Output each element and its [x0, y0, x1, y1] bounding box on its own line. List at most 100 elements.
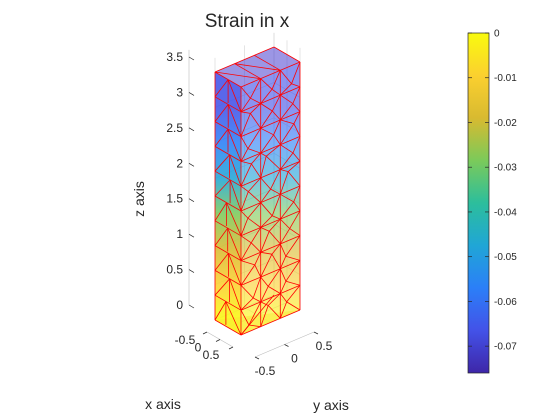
mesh-edge	[240, 264, 256, 286]
mesh-edge	[271, 94, 281, 112]
mesh-edge	[286, 284, 301, 303]
mesh-edge	[279, 103, 294, 121]
mesh-edge	[279, 228, 291, 245]
mesh-edge	[285, 255, 301, 261]
mesh-edge	[271, 70, 281, 90]
x-tick-label: -0.5	[175, 333, 196, 347]
mesh-edge	[214, 170, 242, 187]
mesh-edge	[292, 136, 301, 154]
mesh-edge	[251, 163, 262, 179]
mesh-edge	[270, 169, 281, 190]
mesh-edge	[260, 78, 273, 90]
z-tick	[188, 56, 195, 61]
mesh-edge	[285, 235, 301, 257]
mesh-edge	[254, 54, 281, 71]
y-tick-label: 0.5	[316, 339, 333, 353]
mesh-edge	[214, 154, 230, 172]
z-axis-label: z axis	[131, 181, 147, 217]
mesh-edge	[240, 284, 301, 311]
colorbar: 0 -0.01 -0.02 -0.03 -0.04 -0.05 -0.06 -0.07	[467, 29, 517, 374]
mesh-edge	[254, 264, 262, 278]
mesh-edge	[289, 210, 301, 229]
mesh-edge	[240, 86, 301, 113]
mesh-edge	[214, 270, 242, 286]
mesh-edge	[270, 188, 281, 195]
mesh-edge	[260, 251, 272, 255]
mesh-edge	[240, 185, 249, 192]
mesh-edge	[250, 97, 261, 104]
z-tick-label: 2	[176, 156, 183, 170]
colorbar-gradient	[467, 32, 490, 374]
mesh-edge	[240, 260, 255, 266]
mesh-edge	[260, 89, 273, 104]
mesh-edge	[214, 179, 231, 197]
colorbar-tick-label: -0.02	[494, 118, 517, 129]
mesh-edge	[260, 134, 274, 154]
mesh-edge	[240, 161, 252, 165]
mesh-edge	[240, 148, 249, 162]
mesh-edge	[289, 228, 301, 236]
mesh-edge	[260, 301, 269, 306]
mesh-edge	[279, 281, 287, 294]
mesh-edge	[292, 86, 301, 104]
mesh-edge	[229, 154, 242, 187]
mesh-edge	[271, 253, 281, 269]
mesh-edge	[260, 276, 269, 287]
x-tick	[228, 346, 234, 350]
x-tick-label: 0.5	[203, 348, 220, 362]
mesh-edge	[240, 309, 301, 336]
mesh-edge	[240, 136, 301, 162]
mesh-edge	[260, 305, 269, 327]
mesh-edge	[250, 242, 261, 253]
mesh-edge	[214, 128, 229, 147]
z-tick-label: 2.5	[166, 121, 183, 135]
mesh-edge	[248, 324, 261, 328]
z-tick-label: 3	[176, 85, 183, 99]
z-tick-label: 1	[176, 227, 183, 241]
mesh-edge	[214, 319, 242, 336]
mesh-edge	[248, 191, 261, 203]
mesh-edge	[285, 260, 301, 282]
z-tick-label: 3.5	[166, 50, 183, 64]
mesh-edge	[279, 171, 289, 195]
mesh-edge	[265, 144, 281, 157]
mesh-edge	[260, 202, 273, 217]
x-tick-label: 0	[195, 341, 202, 355]
x-tick	[215, 339, 221, 342]
mesh-edge	[279, 256, 287, 269]
y-tick-label: 0	[291, 352, 298, 366]
x-tick	[202, 331, 208, 335]
mesh-edge	[293, 123, 301, 137]
mesh-edge	[279, 123, 295, 145]
mesh-edge	[280, 193, 294, 203]
mesh-edge	[260, 286, 269, 303]
mesh-edge	[287, 171, 301, 187]
mesh-edge	[225, 301, 242, 336]
mesh-edge	[240, 210, 301, 237]
mesh-edge	[271, 243, 281, 255]
colorbar-tick-label: -0.06	[494, 297, 517, 308]
axes-3d: 00.511.522.533.5-0.500.5-0.500.5	[166, 49, 333, 378]
mesh-edge	[260, 110, 273, 129]
mesh-edge	[248, 301, 262, 326]
mesh-edge	[240, 242, 252, 261]
mesh-edge	[250, 113, 262, 129]
mesh-edge	[260, 188, 271, 203]
mesh-edge	[227, 79, 242, 112]
mesh-edge	[252, 276, 262, 299]
mesh-edge	[260, 231, 270, 253]
mesh-edge	[250, 78, 262, 99]
mesh-edge	[267, 286, 281, 294]
mesh-edge	[247, 148, 261, 154]
mesh-edge	[251, 152, 262, 165]
mesh-edge	[292, 103, 301, 112]
mesh-edge	[240, 185, 301, 212]
z-tick	[188, 304, 195, 309]
mesh-edge	[240, 217, 249, 236]
mesh-edge	[247, 128, 262, 149]
mesh-edge	[293, 201, 301, 212]
mesh-edge	[272, 215, 281, 220]
mesh-edge	[265, 155, 281, 170]
mesh-edge	[248, 177, 261, 192]
mesh-edge	[240, 160, 301, 187]
